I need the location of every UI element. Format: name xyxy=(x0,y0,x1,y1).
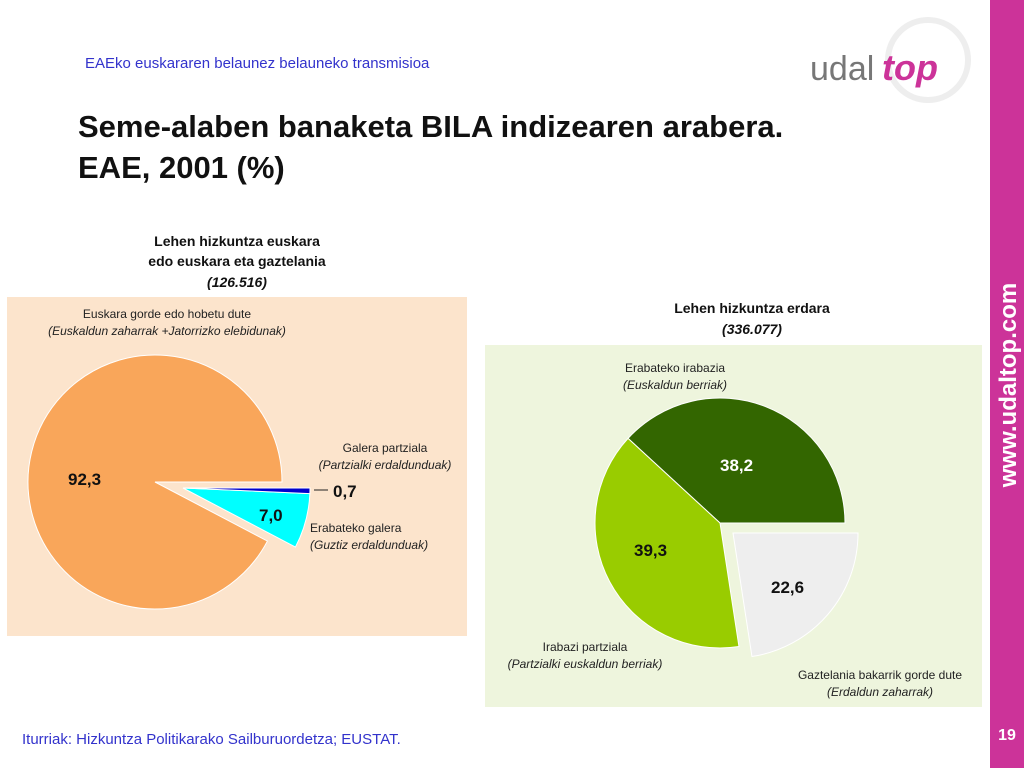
page-number: 19 xyxy=(998,727,1016,744)
title: EAE, 2001 (%) xyxy=(78,150,285,185)
pie-slice xyxy=(732,532,859,658)
slice-label: Irabazi partziala xyxy=(543,640,628,654)
value-label: 39,3 xyxy=(634,541,667,560)
slice-note: (Euskaldun zaharrak +Jatorrizko elebidun… xyxy=(48,324,286,338)
slice-note: (Guztiz erdaldunduak) xyxy=(310,538,428,552)
slice-note: (Euskaldun berriak) xyxy=(623,378,727,392)
slice-note: (Partzialki euskaldun berriak) xyxy=(508,657,663,671)
pie-slice xyxy=(182,487,311,495)
source: Iturriak: Hizkuntza Politikarako Sailbur… xyxy=(22,731,401,748)
slice-label: Erabateko irabazia xyxy=(625,361,725,375)
pie-slice xyxy=(594,437,740,649)
slice-label: Euskara gorde edo hobetu dute xyxy=(83,307,251,321)
chart-subtitle: (336.077) xyxy=(722,321,782,337)
chart-title: Lehen hizkuntza erdara xyxy=(674,300,830,316)
chart-subtitle: (126.516) xyxy=(207,274,267,290)
title: Seme-alaben banaketa BILA indizearen ara… xyxy=(78,109,783,144)
slice-note: (Erdaldun zaharrak) xyxy=(827,685,933,699)
slice-label: Galera partziala xyxy=(343,441,428,455)
value-label: 92,3 xyxy=(68,470,101,489)
pie-slice xyxy=(27,354,283,610)
value-label: 0,7 xyxy=(333,482,357,501)
value-label: 7,0 xyxy=(259,506,283,525)
value-label: 38,2 xyxy=(720,456,753,475)
header: EAEko euskararen belaunez belauneko tran… xyxy=(85,55,430,72)
slice-label: Gaztelania bakarrik gorde dute xyxy=(798,668,962,682)
chart-title: edo euskara eta gaztelania xyxy=(148,253,326,269)
logo-udal: udal xyxy=(810,50,874,88)
pie-slice xyxy=(627,397,846,524)
sidebar-url: www.udaltop.com xyxy=(995,283,1022,488)
chart-title: Lehen hizkuntza euskara xyxy=(154,233,320,249)
sidebar xyxy=(990,0,1024,768)
logo-top: top xyxy=(882,47,938,88)
value-label: 22,6 xyxy=(771,578,804,597)
slice-note: (Partzialki erdaldunduak) xyxy=(319,458,452,472)
slice-label: Erabateko galera xyxy=(310,521,402,535)
logo-ring xyxy=(885,17,971,103)
